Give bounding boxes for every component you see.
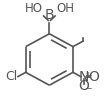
Text: O: O xyxy=(79,79,90,93)
Text: Cl: Cl xyxy=(5,70,18,83)
Text: O: O xyxy=(88,70,99,84)
Text: OH: OH xyxy=(56,2,74,15)
Text: N: N xyxy=(79,70,89,84)
Text: B: B xyxy=(45,8,54,22)
Text: −: − xyxy=(84,83,91,92)
Text: HO: HO xyxy=(25,2,43,15)
Text: +: + xyxy=(84,71,92,80)
